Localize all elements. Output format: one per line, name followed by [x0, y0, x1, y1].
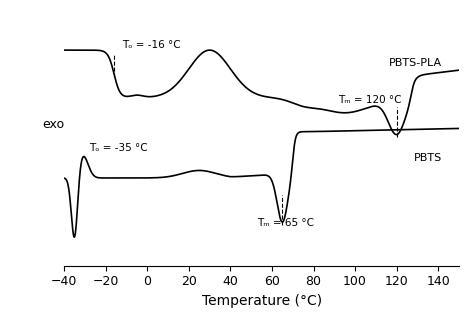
Text: Tₒ = -16 °C: Tₒ = -16 °C: [122, 40, 181, 50]
Text: PBTS-PLA: PBTS-PLA: [389, 57, 442, 68]
Text: PBTS: PBTS: [414, 153, 442, 163]
Text: Tₘ = 65 °C: Tₘ = 65 °C: [257, 218, 314, 228]
Text: Tₘ = 120 °C: Tₘ = 120 °C: [338, 95, 402, 105]
Text: exo: exo: [43, 118, 65, 131]
X-axis label: Temperature (°C): Temperature (°C): [201, 294, 322, 308]
Text: Tₒ = -35 °C: Tₒ = -35 °C: [89, 143, 148, 153]
